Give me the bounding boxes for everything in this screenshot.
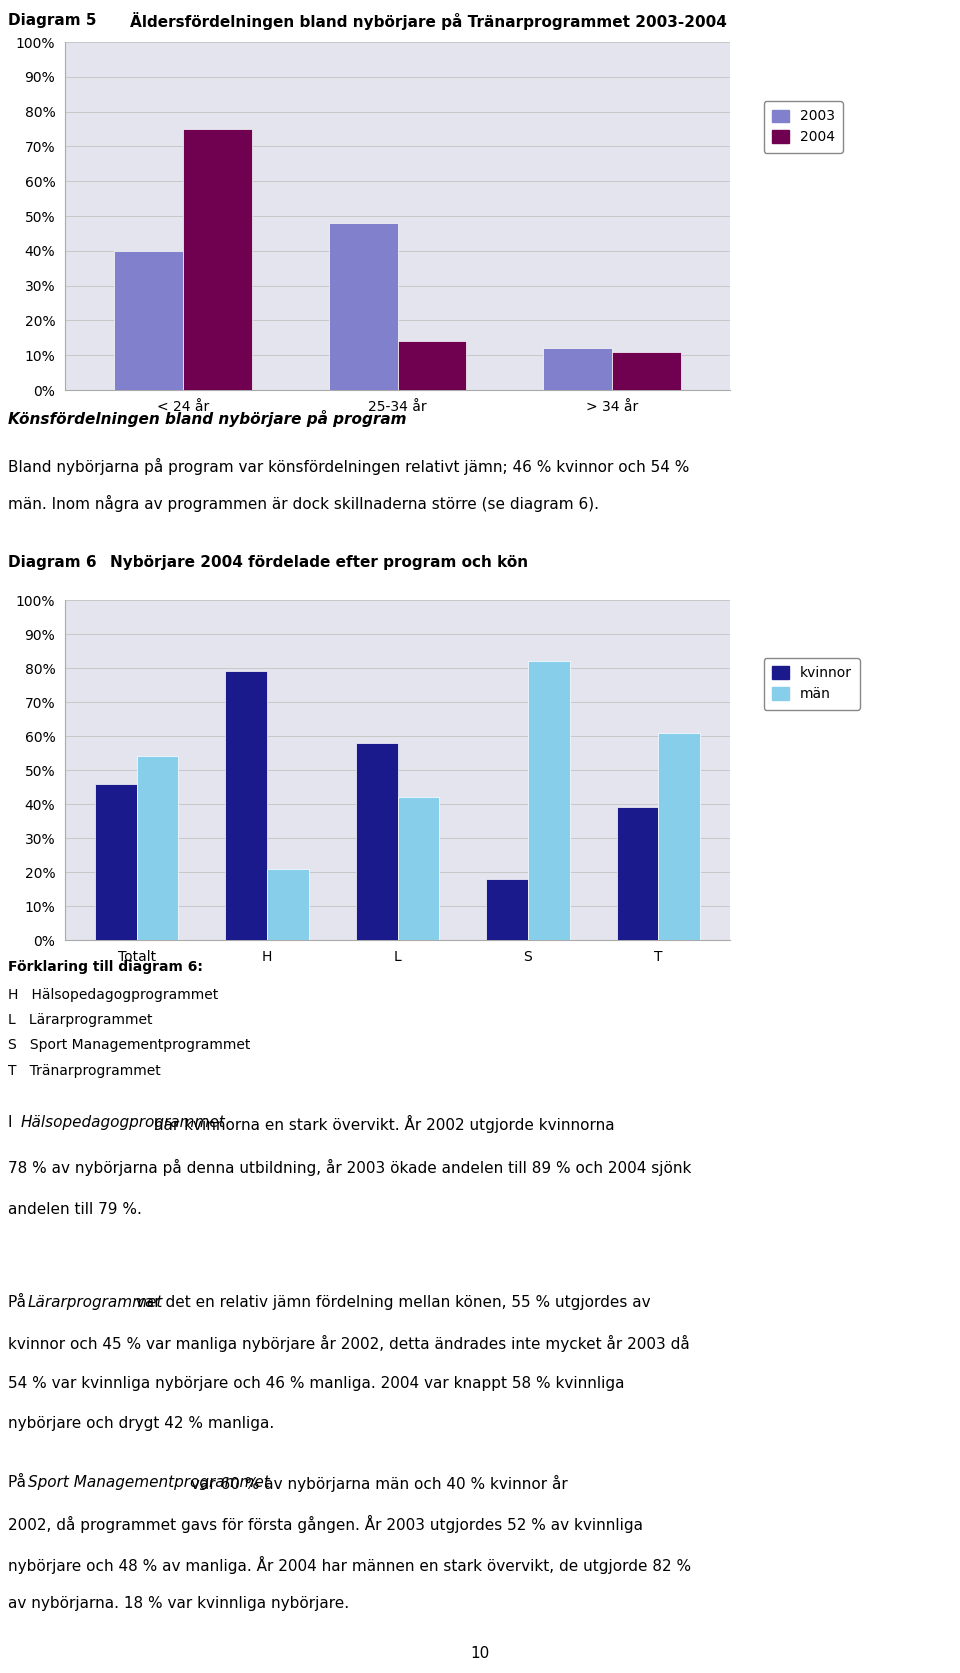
Text: kvinnor och 45 % var manliga nybörjare år 2002, detta ändrades inte mycket år 20: kvinnor och 45 % var manliga nybörjare å… (8, 1335, 689, 1352)
Bar (612, 351, 681, 390)
Text: Könsfördelningen bland nybörjare på program: Könsfördelningen bland nybörjare på prog… (8, 410, 406, 427)
Text: Lärarprogrammet: Lärarprogrammet (28, 1295, 163, 1310)
Bar (616, 808, 659, 940)
Text: nybörjare och 48 % av manliga. År 2004 har männen en stark övervikt, de utgjorde: nybörjare och 48 % av manliga. År 2004 h… (8, 1556, 691, 1574)
Bar (543, 348, 612, 390)
Bar (183, 129, 252, 390)
Legend: kvinnor, män: kvinnor, män (763, 657, 860, 709)
Bar (267, 868, 309, 940)
Text: H   Hälsopedagogprogrammet: H Hälsopedagogprogrammet (8, 987, 218, 1002)
Text: Diagram 5: Diagram 5 (8, 13, 97, 28)
Bar (486, 878, 528, 940)
Text: 78 % av nybörjarna på denna utbildning, år 2003 ökade andelen till 89 % och 2004: 78 % av nybörjarna på denna utbildning, … (8, 1159, 691, 1176)
Text: L   Lärarprogrammet: L Lärarprogrammet (8, 1012, 153, 1027)
Bar (528, 661, 569, 940)
Text: På: På (8, 1476, 31, 1491)
Text: 54 % var kvinnliga nybörjare och 46 % manliga. 2004 var knappt 58 % kvinnliga: 54 % var kvinnliga nybörjare och 46 % ma… (8, 1375, 625, 1390)
Text: 2002, då programmet gavs för första gången. År 2003 utgjordes 52 % av kvinnliga: 2002, då programmet gavs för första gång… (8, 1516, 643, 1534)
Text: Förklaring till diagram 6:: Förklaring till diagram 6: (8, 960, 203, 974)
Text: Hälsopedagogprogrammet: Hälsopedagogprogrammet (21, 1114, 226, 1129)
Text: Äldersfördelningen bland nybörjare på Tränarprogrammet 2003-2004: Äldersfördelningen bland nybörjare på Tr… (130, 12, 727, 30)
Text: har kvinnorna en stark övervikt. År 2002 utgjorde kvinnorna: har kvinnorna en stark övervikt. År 2002… (149, 1114, 614, 1133)
Text: män. Inom några av programmen är dock skillnaderna större (se diagram 6).: män. Inom några av programmen är dock sk… (8, 495, 599, 512)
Text: I: I (8, 1114, 17, 1129)
Bar (397, 341, 467, 390)
Text: Nybörjare 2004 fördelade efter program och kön: Nybörjare 2004 fördelade efter program o… (110, 555, 529, 570)
Text: På: På (8, 1295, 31, 1310)
Bar (356, 743, 397, 940)
Bar (226, 671, 267, 940)
Text: 10: 10 (470, 1646, 490, 1661)
Text: av nybörjarna. 18 % var kvinnliga nybörjare.: av nybörjarna. 18 % var kvinnliga nybörj… (8, 1596, 349, 1611)
Text: Sport Managementprogrammet: Sport Managementprogrammet (28, 1476, 270, 1491)
Text: Bland nybörjarna på program var könsfördelningen relativt jämn; 46 % kvinnor och: Bland nybörjarna på program var könsförd… (8, 457, 689, 475)
Text: var det en relativ jämn fördelning mellan könen, 55 % utgjordes av: var det en relativ jämn fördelning mella… (131, 1295, 651, 1310)
Text: nybörjare och drygt 42 % manliga.: nybörjare och drygt 42 % manliga. (8, 1415, 275, 1430)
Text: S   Sport Managementprogrammet: S Sport Managementprogrammet (8, 1039, 251, 1052)
Text: var 60 % av nybörjarna män och 40 % kvinnor år: var 60 % av nybörjarna män och 40 % kvin… (186, 1476, 568, 1492)
Bar (397, 798, 440, 940)
Text: andelen till 79 %.: andelen till 79 %. (8, 1203, 142, 1218)
Bar (114, 251, 183, 390)
Bar (659, 733, 700, 940)
Bar (329, 223, 397, 390)
Text: T   Tränarprogrammet: T Tränarprogrammet (8, 1064, 160, 1077)
Bar (136, 756, 179, 940)
Text: Diagram 6: Diagram 6 (8, 555, 96, 570)
Bar (95, 783, 136, 940)
Legend: 2003, 2004: 2003, 2004 (763, 100, 843, 152)
